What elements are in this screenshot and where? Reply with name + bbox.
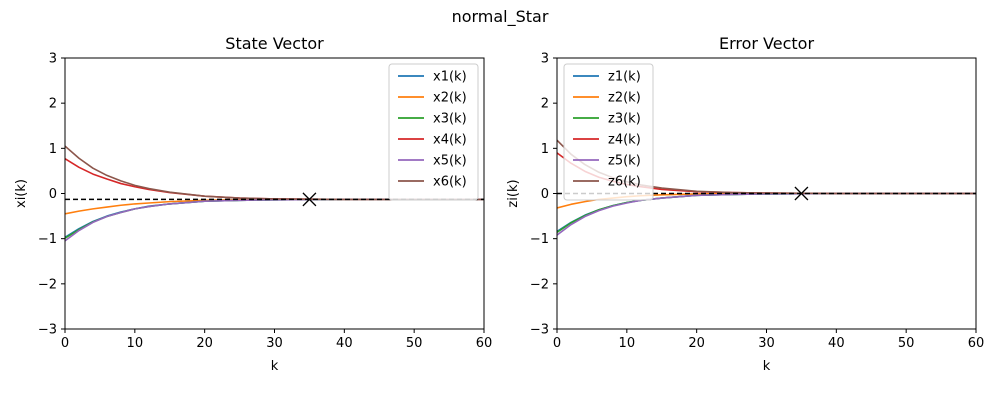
state-legend-label-5: x5(k) [433,154,467,169]
state-y-tick-label: 2 [49,97,57,112]
error-x-tick-label: 20 [688,336,705,351]
state-series-line-5 [65,198,484,242]
error-x-tick-label: 60 [968,336,985,351]
error-panel-title: Error Vector [719,34,814,53]
state-legend-label-6: x6(k) [433,175,467,190]
state-convergence-marker [302,192,317,207]
state-x-tick-label: 50 [406,336,423,351]
error-y-tick-label: 2 [541,97,549,112]
error-legend-label-6: z6(k) [608,175,641,190]
error-y-tick-label: 3 [541,52,549,67]
state-x-axis-title: k [271,359,279,374]
error-y-axis-title: zi(k) [506,179,521,207]
state-legend-label-4: x4(k) [433,133,467,148]
error-legend-label-3: z3(k) [608,112,641,127]
state-y-tick-label: −3 [38,323,57,338]
state-legend-label-1: x1(k) [433,70,467,85]
error-legend: z1(k) z2(k) z3(k) z4(k) z5(k) z6(k) [563,63,654,201]
figure-title: normal_Star [452,7,549,27]
state-vector-panel: State Vector 0 10 20 30 40 50 60 −3 −2 −1 0 1 2 3 k xi(k… [14,34,492,374]
error-x-tick-label: 40 [828,336,845,351]
state-series-line-2 [65,198,484,215]
error-vector-panel: Error Vector 0 10 20 30 40 50 60 −3 −2 −1 0 1 2 3 k zi(k… [506,34,984,374]
error-x-tick-label: 10 [619,336,636,351]
state-x-tick-label: 60 [476,336,493,351]
error-legend-label-1: z1(k) [608,70,641,85]
state-x-tick-label: 40 [336,336,353,351]
error-y-tick-label: −2 [530,277,549,292]
state-y-tick-label: 0 [49,187,57,202]
state-y-tick-label: −2 [38,277,57,292]
error-legend-label-4: z4(k) [608,133,641,148]
state-x-tick-label: 10 [127,336,144,351]
error-legend-label-2: z2(k) [608,91,641,106]
error-convergence-marker [794,186,809,201]
state-legend-label-2: x2(k) [433,91,467,106]
state-y-tick-label: 3 [49,52,57,67]
error-y-tick-label: −3 [530,323,549,338]
error-x-tick-label: 0 [553,336,561,351]
state-y-tick-label: 1 [49,142,57,157]
error-y-tick-label: −1 [530,232,549,247]
error-y-tick-label: 1 [541,142,549,157]
state-legend-box [388,63,479,201]
error-x-tick-label: 50 [898,336,915,351]
error-y-tick-label: 0 [541,187,549,202]
state-x-tick-label: 20 [196,336,213,351]
error-x-tick-label: 30 [758,336,775,351]
state-x-tick-label: 0 [61,336,69,351]
state-x-tick-label: 30 [266,336,283,351]
state-y-axis-title: xi(k) [14,179,29,208]
state-legend-label-3: x3(k) [433,112,467,127]
state-y-tick-label: −1 [38,232,57,247]
error-x-axis-title: k [763,359,771,374]
state-panel-title: State Vector [225,34,324,53]
state-legend: x1(k) x2(k) x3(k) x4(k) x5(k) x6(k) [388,63,479,201]
error-legend-label-5: z5(k) [608,154,641,169]
error-legend-box [563,63,654,201]
